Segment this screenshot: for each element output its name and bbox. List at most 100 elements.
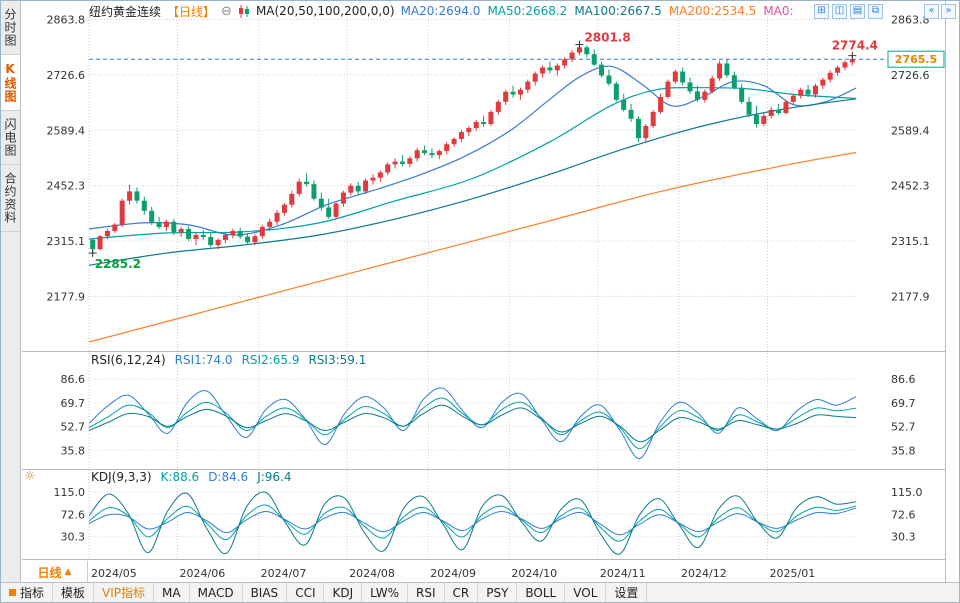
sidebar-item-label: 分时图 (3, 8, 17, 47)
tab-KDJ[interactable]: KDJ (324, 583, 363, 602)
legend-value: RSI2:65.9 (241, 353, 300, 367)
indicator-settings-icon[interactable]: ☼ (24, 469, 36, 484)
tab-label: RSI (416, 585, 436, 600)
tab-label: KDJ (332, 585, 354, 600)
corner-icons: «» (924, 4, 956, 19)
tab-label: VOL (573, 585, 598, 600)
tab-LW%[interactable]: LW% (362, 583, 408, 602)
tab-MA[interactable]: MA (154, 583, 190, 602)
svg-text:35.8: 35.8 (891, 444, 916, 457)
svg-text:2726.6: 2726.6 (891, 69, 930, 82)
horizontal-panes-icon[interactable]: ▤ (850, 4, 865, 19)
tab-模板[interactable]: 模板 (53, 583, 95, 602)
ma-params-label: MA(20,50,100,200,0,0) (255, 4, 395, 18)
legend-value: RSI3:59.1 (308, 353, 367, 367)
svg-text:86.6: 86.6 (891, 373, 916, 386)
svg-text:72.6: 72.6 (61, 508, 86, 521)
sidebar-item-contract-info[interactable]: 合约资料 (1, 165, 20, 232)
period-label: 日线 (37, 565, 62, 580)
svg-text:2024/12: 2024/12 (681, 567, 727, 580)
svg-text:52.7: 52.7 (61, 421, 86, 434)
legend-value: RSI1:74.0 (174, 353, 233, 367)
tab-label: LW% (370, 585, 399, 600)
rsi-params-label: RSI(6,12,24) (91, 353, 166, 367)
chart-header: 纽约黄金连续 【日线】 ⊖ MA(20,50,100,200,0,0) MA20… (89, 2, 801, 20)
kdj-params-label: KDJ(9,3,3) (91, 470, 152, 484)
layout-icons: ⊞ ◫ ▤ ⧉ (814, 4, 883, 19)
ma-value: MA200:2534.5 (668, 4, 757, 18)
rsi-legend: RSI(6,12,24) RSI1:74.0 RSI2:65.9 RSI3:59.1 (91, 353, 366, 367)
candlestick-icon (238, 4, 250, 18)
svg-text:69.7: 69.7 (891, 397, 916, 410)
svg-text:2024/05: 2024/05 (91, 567, 137, 580)
tab-MACD[interactable]: MACD (190, 583, 243, 602)
ma-value: MA0: (763, 4, 794, 18)
svg-text:86.6: 86.6 (61, 373, 86, 386)
svg-text:2285.2: 2285.2 (95, 257, 141, 271)
svg-text:2863.8: 2863.8 (47, 14, 86, 27)
sidebar-item-time-chart[interactable]: 分时图 (1, 1, 20, 55)
svg-text:2452.3: 2452.3 (47, 180, 86, 193)
zoom-out-icon[interactable]: ⊖ (221, 3, 232, 19)
tab-label: CCI (295, 585, 316, 600)
svg-text:2177.9: 2177.9 (891, 290, 930, 303)
svg-text:2024/11: 2024/11 (600, 567, 646, 580)
tab-RSI[interactable]: RSI (408, 583, 445, 602)
svg-text:30.3: 30.3 (891, 531, 916, 544)
tab-BIAS[interactable]: BIAS (243, 583, 288, 602)
svg-text:115.0: 115.0 (54, 486, 86, 499)
tab-label: MA (162, 585, 181, 600)
tab-设置[interactable]: 设置 (606, 583, 648, 602)
sidebar-item-flash-chart[interactable]: 闪电图 (1, 111, 20, 165)
grid-layout-icon[interactable]: ⊞ (814, 4, 829, 19)
svg-text:2025/01: 2025/01 (770, 567, 816, 580)
sidebar-item-label: K线图 (3, 62, 17, 103)
svg-text:2024/07: 2024/07 (261, 567, 307, 580)
svg-text:2589.4: 2589.4 (47, 124, 86, 137)
period-selector[interactable]: 日线 ▲ (22, 561, 88, 583)
svg-text:52.7: 52.7 (891, 421, 916, 434)
dual-pane-icon[interactable]: ◫ (832, 4, 847, 19)
sidebar-item-kline-chart[interactable]: K线图 (1, 55, 20, 111)
svg-text:35.8: 35.8 (61, 444, 86, 457)
svg-text:2024/10: 2024/10 (511, 567, 557, 580)
tab-指标[interactable]: 指标 (1, 583, 54, 602)
tab-label: BIAS (250, 585, 279, 600)
tab-BOLL[interactable]: BOLL (517, 583, 566, 602)
instrument-title: 纽约黄金连续 (89, 4, 162, 19)
svg-text:30.3: 30.3 (61, 531, 86, 544)
bottom-toolbar: 指标 模板 VIP指标 MA MACD BIAS CCI KDJ LW% RSI CR PSY BOLL… (1, 582, 959, 602)
svg-text:2589.4: 2589.4 (891, 124, 930, 137)
ma-values: MA20:2694.0 MA50:2668.2 MA100:2667.5 MA200:… (401, 4, 801, 18)
tab-VIP指标[interactable]: VIP指标 (94, 583, 155, 602)
tab-label: PSY (486, 585, 509, 600)
tab-label: 指标 (20, 586, 45, 600)
tab-CCI[interactable]: CCI (287, 583, 325, 602)
svg-text:2177.9: 2177.9 (47, 290, 86, 303)
svg-text:2863.8: 2863.8 (891, 14, 930, 27)
svg-text:2765.5: 2765.5 (895, 53, 937, 66)
svg-text:2774.4: 2774.4 (832, 39, 878, 53)
sidebar-item-label: 合约资料 (3, 172, 17, 224)
kline-chart[interactable]: 2024/05 2024/06 2024/07 2024/08 2024/09 2024/… (1, 1, 960, 584)
tab-PSY[interactable]: PSY (478, 583, 518, 602)
svg-text:2024/06: 2024/06 (180, 567, 226, 580)
tab-label: CR (452, 585, 470, 600)
svg-text:69.7: 69.7 (61, 397, 86, 410)
legend-value: K:88.6 (160, 470, 200, 484)
scroll-right-icon[interactable]: » (941, 4, 956, 19)
svg-text:115.0: 115.0 (891, 486, 923, 499)
tab-CR[interactable]: CR (445, 583, 479, 602)
ma-value: MA50:2668.2 (487, 4, 568, 18)
tab-label: BOLL (525, 585, 557, 600)
left-sidebar: 分时图 K线图闪电图合约资料 (1, 1, 21, 584)
scroll-left-icon[interactable]: « (924, 4, 939, 19)
tab-VOL[interactable]: VOL (565, 583, 607, 602)
svg-text:2315.1: 2315.1 (891, 235, 930, 248)
kdj-legend: KDJ(9,3,3) K:88.6 D:84.6 J:96.4 (91, 470, 292, 484)
tab-label: VIP指标 (102, 586, 146, 600)
svg-text:2452.3: 2452.3 (891, 180, 930, 193)
popup-window-icon[interactable]: ⧉ (868, 4, 883, 19)
svg-text:72.6: 72.6 (891, 508, 916, 521)
tab-label: MACD (197, 585, 234, 600)
